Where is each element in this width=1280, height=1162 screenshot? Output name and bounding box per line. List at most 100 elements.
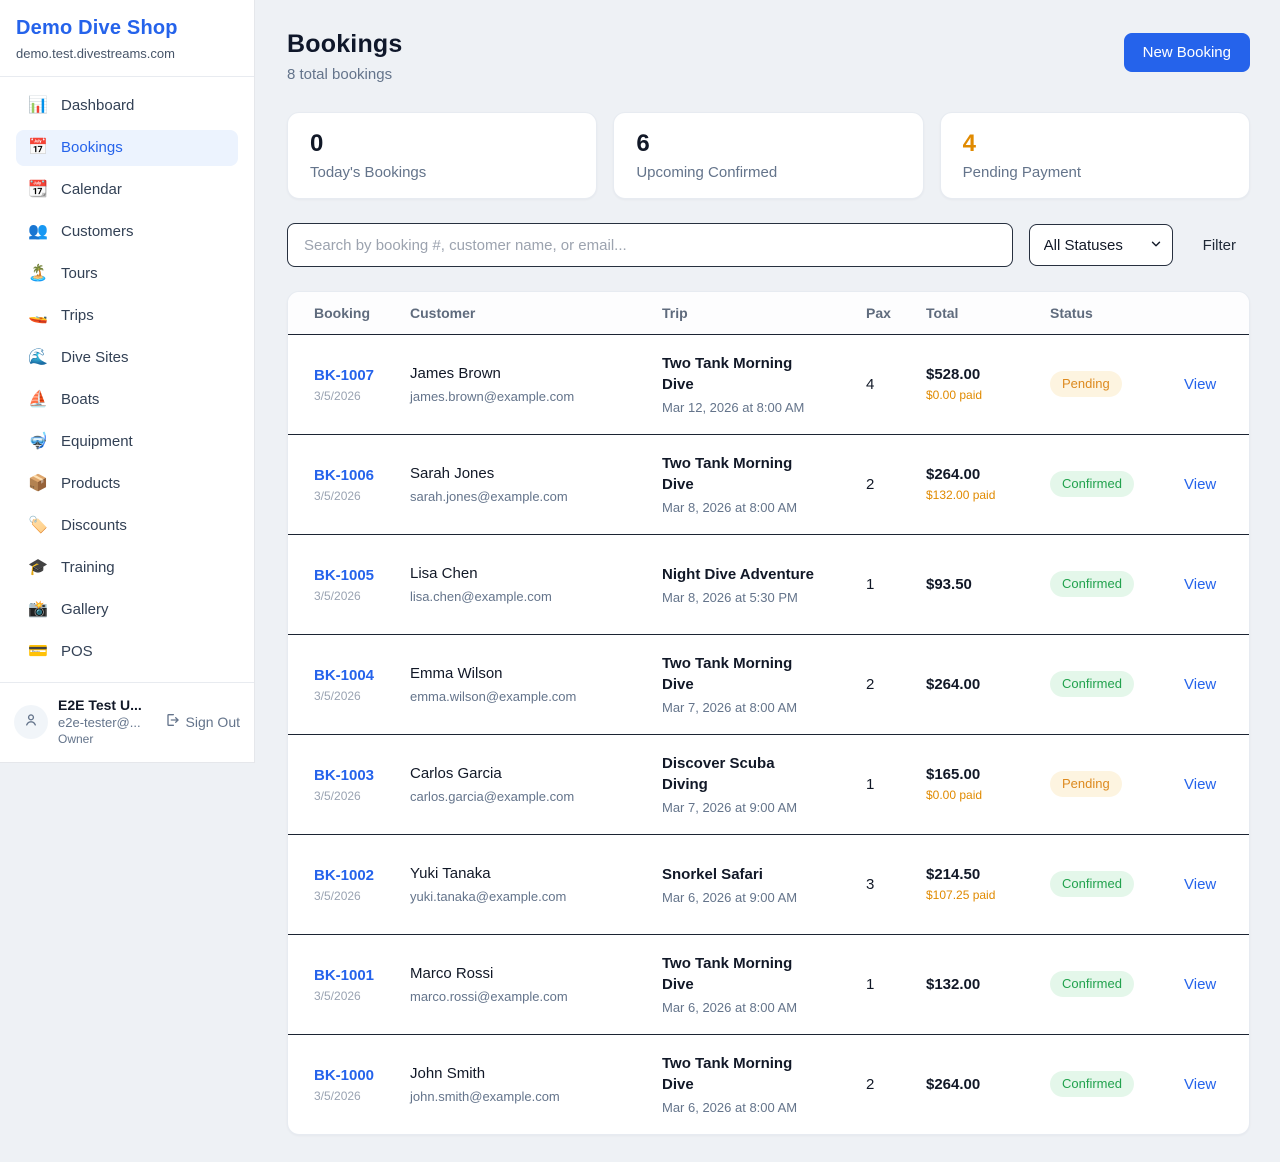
sidebar-item-dashboard[interactable]: 📊 Dashboard [16,88,238,124]
booking-id-link[interactable]: BK-1004 [314,666,375,684]
view-link[interactable]: View [1184,675,1217,693]
sidebar-item-gallery[interactable]: 📸 Gallery [16,592,238,628]
filter-button[interactable]: Filter [1202,236,1236,254]
table-row: BK-1005 3/5/2026 Lisa Chen lisa.chen@exa… [288,534,1249,634]
sidebar-nav: 📊 Dashboard 📅 Bookings 📆 Calendar 👥 Cust… [0,77,254,682]
status-badge: Confirmed [1050,1071,1134,1098]
trip-name: Night Dive Adventure [662,565,814,583]
user-info: E2E Test U... e2e-tester@... Owner [58,697,142,746]
sidebar-item-boats[interactable]: ⛵ Boats [16,382,238,418]
table-row: BK-1007 3/5/2026 James Brown james.brown… [288,334,1249,434]
pax-count: 2 [866,475,875,493]
sidebar-item-products[interactable]: 📦 Products [16,466,238,502]
sidebar-item-label: Gallery [61,601,109,618]
brand: Demo Dive Shop demo.test.divestreams.com [0,0,254,77]
sidebar-item-label: Bookings [61,139,123,156]
calendar-icon: 📆 [28,181,48,198]
table-row: BK-1004 3/5/2026 Emma Wilson emma.wilson… [288,634,1249,734]
booking-date: 3/5/2026 [314,488,361,503]
sidebar-item-training[interactable]: 🎓 Training [16,550,238,586]
view-link[interactable]: View [1184,975,1217,993]
sidebar-item-calendar[interactable]: 📆 Calendar [16,172,238,208]
sidebar-item-tours[interactable]: 🏝️ Tours [16,256,238,292]
page-subtitle: 8 total bookings [287,66,393,83]
boats-icon: ⛵ [28,391,48,408]
paid-amount: $107.25 paid [926,888,996,902]
booking-id-link[interactable]: BK-1002 [314,866,375,884]
view-link[interactable]: View [1184,375,1217,393]
total-amount: $264.00 [926,466,981,483]
booking-id-link[interactable]: BK-1001 [314,966,375,984]
pax-count: 2 [866,675,875,693]
total-amount: $264.00 [926,1075,981,1093]
equipment-icon: 🤿 [28,433,48,450]
col-header-status: Status [1038,292,1158,335]
customer-email: marco.rossi@example.com [410,989,568,1004]
status-badge: Confirmed [1050,471,1134,497]
main-content: Bookings 8 total bookings New Booking 0 … [255,0,1280,1135]
booking-id-link[interactable]: BK-1000 [314,1066,375,1084]
tours-icon: 🏝️ [28,265,48,282]
booking-id-link[interactable]: BK-1005 [314,566,375,584]
customer-name: Sarah Jones [410,465,495,482]
status-badge: Confirmed [1050,671,1134,697]
table-row: BK-1002 3/5/2026 Yuki Tanaka yuki.tanaka… [288,834,1249,934]
booking-id-link[interactable]: BK-1006 [314,466,375,484]
customer-email: yuki.tanaka@example.com [410,889,567,904]
trip-name: Two Tank Morning Dive [662,1055,793,1094]
table-header-row: Booking Customer Trip Pax Total Status [288,292,1249,335]
sidebar-item-equipment[interactable]: 🤿 Equipment [16,424,238,460]
status-badge: Confirmed [1050,971,1134,997]
user-name: E2E Test U... [58,697,142,713]
view-link[interactable]: View [1184,575,1217,593]
booking-date: 3/5/2026 [314,1088,361,1103]
sidebar-item-trips[interactable]: 🚤 Trips [16,298,238,334]
sidebar-item-customers[interactable]: 👥 Customers [16,214,238,250]
customer-email: james.brown@example.com [410,389,575,404]
products-icon: 📦 [28,475,48,492]
stat-card: 0 Today's Bookings [287,112,598,199]
view-link[interactable]: View [1184,775,1217,793]
table-row: BK-1006 3/5/2026 Sarah Jones sarah.jones… [288,434,1249,534]
search-input[interactable] [287,223,1013,267]
booking-id-link[interactable]: BK-1007 [314,366,375,384]
sidebar-item-label: Dive Sites [61,349,129,366]
sidebar-item-label: Products [61,475,121,492]
sidebar-item-label: Trips [61,307,94,324]
sign-out-button[interactable]: Sign Out [164,712,240,731]
col-header-total: Total [914,292,1038,335]
total-amount: $93.50 [926,575,972,593]
customer-name: Emma Wilson [410,665,503,682]
pax-count: 2 [866,1075,875,1093]
view-link[interactable]: View [1184,1075,1217,1093]
customer-email: emma.wilson@example.com [410,689,577,704]
total-amount: $264.00 [926,675,981,693]
status-badge: Pending [1050,771,1122,797]
view-link[interactable]: View [1184,475,1217,493]
table-row: BK-1000 3/5/2026 John Smith john.smith@e… [288,1034,1249,1134]
stat-label: Today's Bookings [310,164,427,181]
training-icon: 🎓 [28,559,48,576]
booking-date: 3/5/2026 [314,988,361,1003]
booking-id-link[interactable]: BK-1003 [314,766,375,784]
booking-date: 3/5/2026 [314,888,361,903]
sidebar-item-bookings[interactable]: 📅 Bookings [16,130,238,166]
brand-domain: demo.test.divestreams.com [16,46,175,61]
customer-email: sarah.jones@example.com [410,489,568,504]
paid-amount: $0.00 paid [926,388,983,402]
view-link[interactable]: View [1184,875,1217,893]
status-filter-select[interactable]: All Statuses [1028,224,1173,266]
trip-name: Discover Scuba Diving [662,755,775,793]
trip-time: Mar 7, 2026 at 9:00 AM [662,800,798,815]
gallery-icon: 📸 [28,601,48,618]
brand-name: Demo Dive Shop [16,17,178,39]
new-booking-button[interactable]: New Booking [1123,33,1250,72]
customer-name: Carlos Garcia [410,765,502,782]
sidebar-item-pos[interactable]: 💳 POS [16,634,238,670]
booking-date: 3/5/2026 [314,388,361,403]
status-badge: Confirmed [1050,871,1134,897]
stat-card: 6 Upcoming Confirmed [613,112,924,199]
pax-count: 1 [866,575,875,593]
sidebar-item-discounts[interactable]: 🏷️ Discounts [16,508,238,544]
sidebar-item-dive-sites[interactable]: 🌊 Dive Sites [16,340,238,376]
